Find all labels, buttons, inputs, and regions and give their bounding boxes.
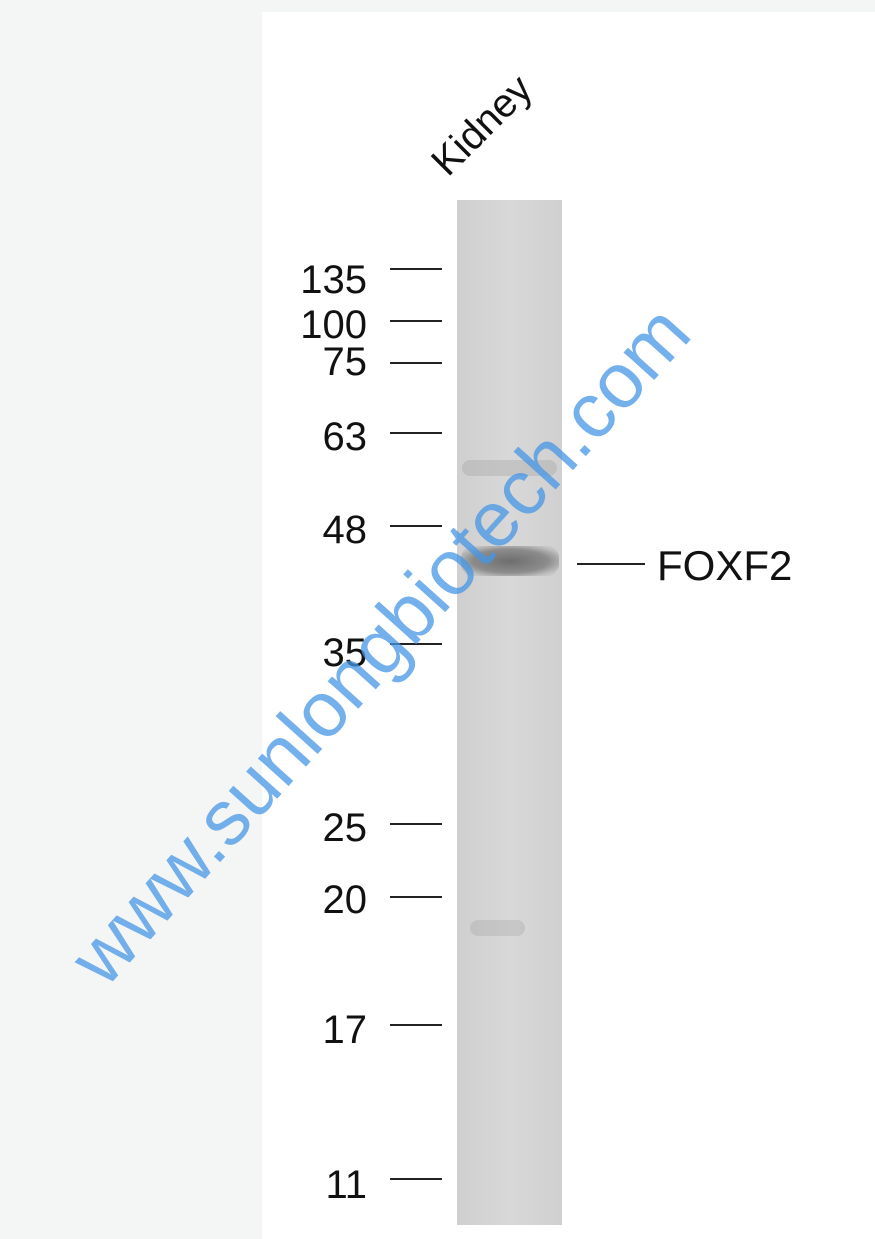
marker-label: 48 (247, 510, 367, 550)
band-pointer (577, 563, 645, 565)
marker-tick (390, 1178, 442, 1180)
marker-tick (390, 896, 442, 898)
marker-label: 63 (247, 417, 367, 457)
marker-tick (390, 268, 442, 270)
marker-label: 17 (247, 1010, 367, 1050)
faint-band (470, 920, 525, 936)
marker-tick (390, 320, 442, 322)
marker-label: 100 (247, 305, 367, 345)
gel-lane (457, 200, 562, 1225)
marker-label: 75 (247, 342, 367, 382)
marker-tick (390, 823, 442, 825)
band-label: FOXF2 (657, 542, 792, 590)
marker-tick (390, 432, 442, 434)
marker-tick (390, 1024, 442, 1026)
marker-label: 135 (247, 260, 367, 300)
marker-label: 11 (247, 1165, 367, 1205)
marker-tick (390, 362, 442, 364)
page: Kidney FOXF2 1351007563483525201711 www.… (0, 0, 875, 1239)
marker-label: 20 (247, 880, 367, 920)
